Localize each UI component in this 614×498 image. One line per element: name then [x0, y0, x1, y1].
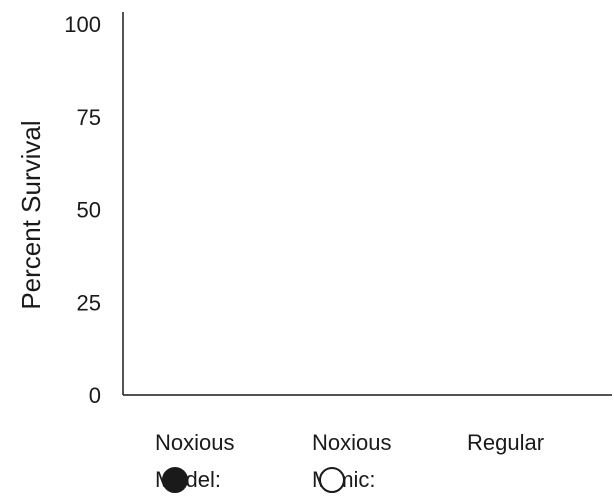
y-tick-label: 100 — [64, 12, 101, 37]
y-axis-title-group: Percent Survival — [16, 120, 46, 309]
category-label-line1: Regular — [467, 430, 544, 455]
y-tick-label: 75 — [77, 105, 101, 130]
y-tick-label: 50 — [77, 198, 101, 223]
y-tick-label: 25 — [77, 290, 101, 315]
category-3: Regular — [467, 430, 544, 455]
filled-circle-legend-marker — [162, 467, 188, 493]
category-2: NoxiousMimic: — [312, 430, 391, 493]
y-tick-label: 0 — [89, 383, 101, 408]
category-label-line1: Noxious — [155, 430, 234, 455]
y-axis-ticks: 0 25 50 75 100 — [64, 12, 101, 408]
open-circle-legend-marker — [319, 467, 345, 493]
y-axis-title: Percent Survival — [16, 120, 46, 309]
category-label-line1: Noxious — [312, 430, 391, 455]
